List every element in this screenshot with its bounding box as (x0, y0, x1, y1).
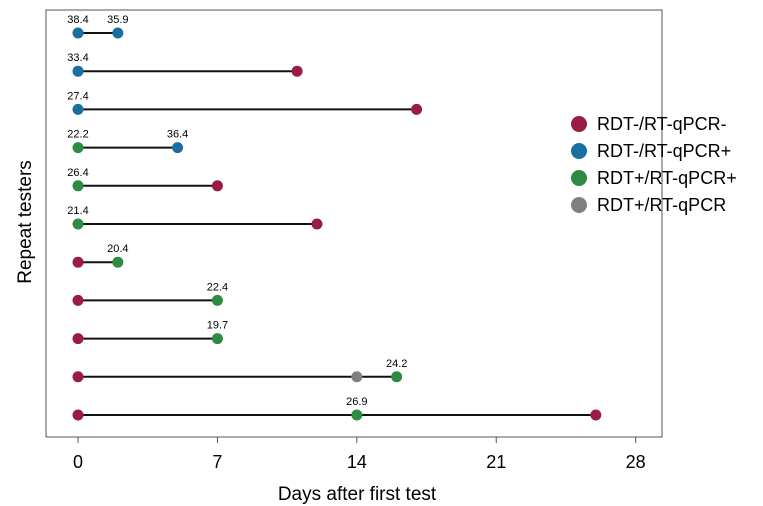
x-tick-label: 7 (212, 452, 222, 472)
test-point (351, 409, 363, 421)
x-tick-label: 14 (347, 452, 367, 472)
test-point (72, 65, 84, 77)
test-point (72, 218, 84, 230)
ct-value-label: 22.4 (207, 281, 228, 293)
legend-label: RDT+/RT-qPCR (597, 195, 726, 215)
test-point (211, 294, 223, 306)
test-point (351, 371, 363, 383)
x-tick-label: 0 (73, 452, 83, 472)
ct-value-label: 19.7 (207, 320, 228, 332)
test-point (72, 409, 84, 421)
test-point (72, 371, 84, 383)
test-point (72, 27, 84, 39)
ct-value-label: 26.9 (346, 396, 367, 408)
test-point (172, 142, 184, 154)
test-point (72, 294, 84, 306)
ct-value-label: 22.2 (67, 129, 88, 141)
legend-label: RDT-/RT-qPCR- (597, 114, 727, 134)
test-point (411, 103, 423, 115)
ct-value-label: 20.4 (107, 243, 128, 255)
test-point (391, 371, 403, 383)
y-axis-label: Repeat testers (15, 160, 36, 284)
legend-label: RDT-/RT-qPCR+ (597, 141, 731, 161)
test-point (112, 27, 124, 39)
ct-value-label: 36.4 (167, 129, 188, 141)
ct-value-label: 33.4 (67, 52, 88, 64)
test-point (72, 333, 84, 345)
x-tick-label: 28 (626, 452, 646, 472)
ct-value-label: 35.9 (107, 14, 128, 26)
ct-value-label: 24.2 (386, 358, 407, 370)
test-point (72, 180, 84, 192)
ct-value-label: 38.4 (67, 14, 88, 26)
test-point (72, 142, 84, 154)
test-point (211, 333, 223, 345)
legend-label: RDT+/RT-qPCR+ (597, 168, 737, 188)
test-point (72, 103, 84, 115)
legend-marker (571, 143, 587, 159)
legend-marker (571, 170, 587, 186)
test-point (211, 180, 223, 192)
x-axis-label: Days after first test (278, 484, 437, 505)
ct-value-label: 26.4 (67, 167, 88, 179)
legend-marker (571, 116, 587, 132)
test-point (291, 65, 303, 77)
ct-value-label: 21.4 (67, 205, 88, 217)
x-tick-label: 21 (486, 452, 506, 472)
test-point (590, 409, 602, 421)
ct-value-label: 27.4 (67, 90, 88, 102)
test-point (112, 256, 124, 268)
test-point (72, 256, 84, 268)
test-point (311, 218, 323, 230)
legend-marker (571, 197, 587, 213)
